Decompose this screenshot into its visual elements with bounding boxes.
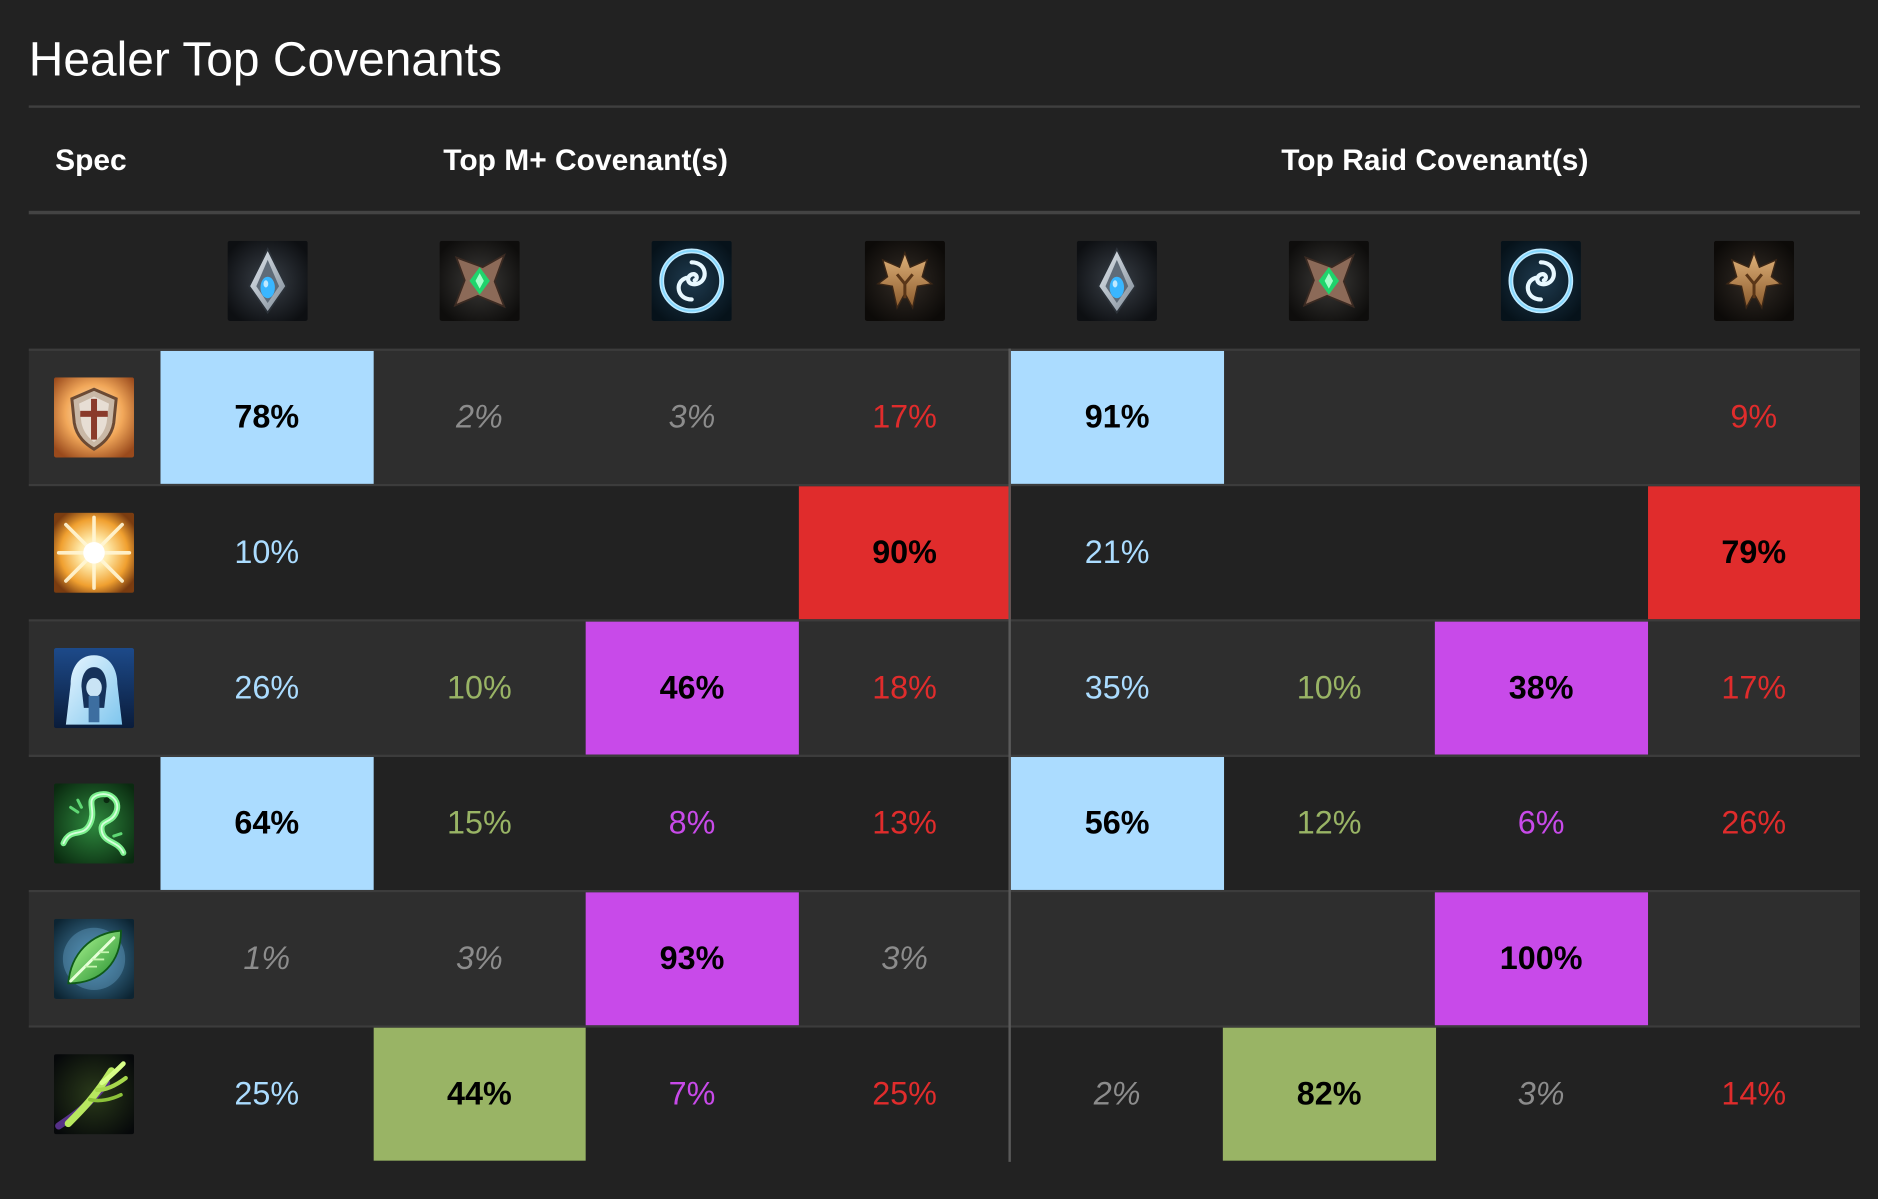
cell-raid-venthyr: 79%	[1647, 486, 1861, 620]
restoration-shaman-icon	[53, 1054, 135, 1135]
cell-raid-night_fae	[1435, 486, 1648, 619]
cell-raid-kyrian	[1011, 892, 1224, 1025]
cell-mplus-necrolord: 3%	[456, 940, 503, 977]
cell-mplus-night_fae	[586, 486, 799, 619]
cell-mplus-necrolord: 2%	[456, 398, 503, 435]
table-row: 64% 15% 8% 13% 56% 12% 6% 26%	[28, 757, 1861, 890]
table-row: 78% 2% 3% 17% 91% 9%	[28, 350, 1861, 484]
cell-raid-kyrian: 56%	[1010, 757, 1224, 890]
row-separator	[28, 348, 1861, 351]
page-title: Healer Top Covenants	[28, 33, 502, 87]
cell-mplus-night_fae: 46%	[585, 621, 799, 755]
row-separator	[28, 754, 1861, 758]
cell-raid-venthyr: 17%	[1721, 669, 1787, 706]
cell-raid-night_fae: 100%	[1434, 892, 1648, 1026]
cell-raid-night_fae: 38%	[1434, 621, 1648, 755]
cell-mplus-kyrian: 10%	[234, 534, 300, 571]
cell-raid-kyrian: 91%	[1010, 350, 1224, 484]
cell-mplus-venthyr: 25%	[872, 1075, 937, 1112]
cell-mplus-necrolord: 15%	[447, 804, 512, 841]
venthyr-icon	[1713, 240, 1794, 322]
table-row: 25% 44% 7% 25% 2% 82% 3% 14%	[28, 1027, 1861, 1161]
necrolord-icon	[438, 240, 520, 322]
cell-mplus-night_fae: 3%	[668, 398, 716, 435]
cell-raid-night_fae: 6%	[1517, 804, 1565, 841]
row-separator	[28, 1025, 1861, 1028]
row-separator	[28, 889, 1861, 893]
cell-mplus-venthyr: 90%	[798, 486, 1011, 620]
header-raid: Top Raid Covenant(s)	[1281, 143, 1589, 178]
header-mplus: Top M+ Covenant(s)	[443, 143, 729, 178]
kyrian-icon	[226, 240, 308, 322]
mistweaver-monk-icon	[53, 783, 135, 864]
cell-raid-kyrian: 2%	[1093, 1075, 1141, 1112]
night-fae-icon	[651, 240, 732, 322]
cell-mplus-venthyr: 3%	[881, 940, 928, 977]
cell-mplus-kyrian: 25%	[234, 1075, 300, 1112]
table-row: 26% 10% 46% 18% 35% 10% 38% 17%	[28, 621, 1861, 755]
cell-raid-venthyr: 9%	[1730, 398, 1778, 435]
holy-priest-icon	[53, 512, 135, 593]
cell-mplus-kyrian: 64%	[160, 757, 374, 890]
cell-mplus-night_fae: 7%	[668, 1075, 716, 1112]
cell-raid-kyrian: 35%	[1084, 669, 1150, 706]
holy-paladin-icon	[53, 377, 135, 458]
row-separator	[28, 619, 1861, 622]
cell-mplus-venthyr: 17%	[872, 398, 937, 435]
cell-mplus-necrolord: 44%	[373, 1027, 586, 1161]
cell-mplus-necrolord	[373, 486, 586, 619]
restoration-druid-icon	[53, 918, 135, 999]
cell-mplus-kyrian: 26%	[234, 669, 300, 706]
discipline-priest-icon	[53, 648, 135, 729]
group-divider	[1008, 348, 1011, 1162]
cell-mplus-night_fae: 8%	[668, 804, 716, 841]
cell-raid-night_fae	[1435, 351, 1648, 484]
cell-mplus-kyrian: 1%	[243, 940, 291, 977]
venthyr-icon	[864, 240, 945, 322]
cell-raid-necrolord: 82%	[1222, 1027, 1436, 1161]
cell-raid-venthyr: 14%	[1721, 1075, 1787, 1112]
cell-mplus-necrolord: 10%	[447, 669, 512, 706]
cell-raid-venthyr: 26%	[1721, 804, 1787, 841]
cell-raid-necrolord: 10%	[1296, 669, 1362, 706]
header-spec: Spec	[55, 143, 127, 178]
cell-raid-necrolord: 12%	[1296, 804, 1362, 841]
night-fae-icon	[1500, 240, 1581, 322]
table-row: 1% 3% 93% 3% 100%	[28, 892, 1861, 1026]
row-separator	[28, 483, 1861, 487]
cell-raid-necrolord	[1223, 486, 1436, 619]
cell-mplus-venthyr: 18%	[872, 669, 937, 706]
cell-raid-kyrian: 21%	[1084, 534, 1150, 571]
cell-raid-necrolord	[1223, 892, 1436, 1025]
necrolord-icon	[1288, 240, 1369, 322]
table-row: 10% 90% 21% 79%	[28, 486, 1861, 620]
cell-raid-necrolord	[1223, 351, 1436, 484]
cell-mplus-kyrian: 78%	[160, 350, 374, 484]
cell-mplus-night_fae: 93%	[585, 892, 799, 1026]
title-divider	[28, 105, 1861, 108]
cell-mplus-venthyr: 13%	[872, 804, 937, 841]
cell-raid-venthyr	[1647, 892, 1860, 1025]
kyrian-icon	[1076, 240, 1157, 322]
header-divider	[28, 210, 1861, 215]
cell-raid-night_fae: 3%	[1517, 1075, 1565, 1112]
